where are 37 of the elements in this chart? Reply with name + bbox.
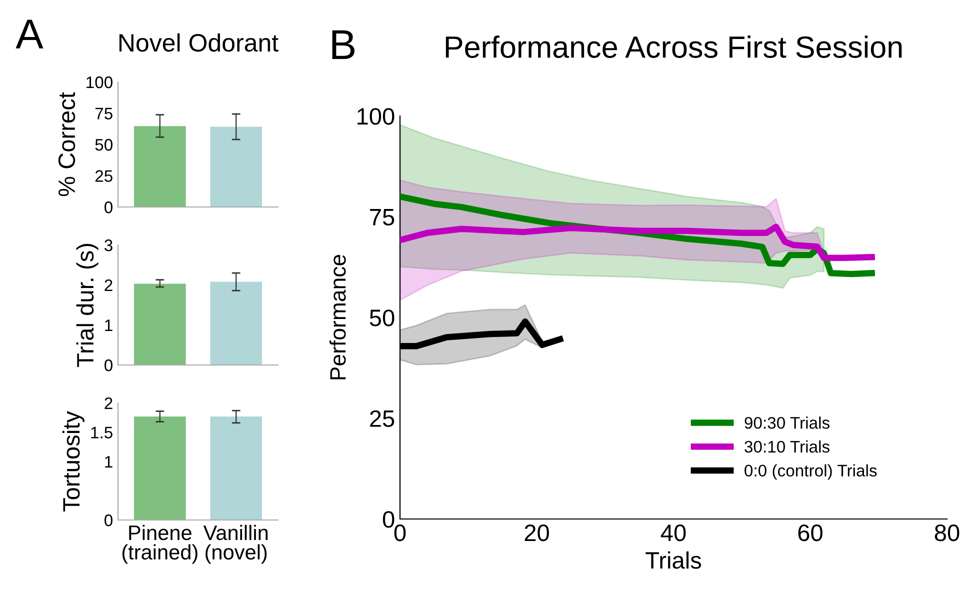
text: B — [332, 30, 354, 59]
x-axis-title: Trials — [646, 551, 702, 569]
y-tick-label: 1 — [105, 320, 112, 332]
text: A — [16, 20, 44, 48]
x-tick-label: Vanillin (novel) — [203, 524, 268, 564]
y-axis-title: Performance — [330, 254, 346, 380]
x-tick-label: 0 — [394, 524, 406, 542]
y-tick-label: 25 — [370, 410, 394, 428]
y-tick-label: 0 — [382, 511, 394, 528]
y-tick-label: 75 — [95, 108, 112, 120]
y-tick-label: 75 — [370, 209, 394, 226]
chart-title: Novel Odorant — [119, 33, 278, 52]
x-tick-label: 20 — [524, 524, 549, 542]
y-tick-label: 100 — [86, 76, 112, 88]
y-axis-title: Tortuosity — [62, 411, 84, 512]
legend-label: 30:10 Trials — [744, 440, 830, 453]
y-tick-label: 3 — [104, 239, 112, 252]
chart-title: Performance Across First Session — [446, 36, 902, 58]
y-tick-label: 25 — [95, 170, 112, 182]
y-tick-label: 0 — [104, 359, 112, 372]
y-axis-title: Trial dur. (s) — [76, 244, 98, 367]
y-tick-label: 100 — [358, 108, 394, 125]
x-tick-label: 40 — [660, 524, 686, 542]
legend-label: 0:0 (control) Trials — [744, 464, 877, 480]
y-tick-label: 2 — [104, 279, 112, 292]
x-tick-label: 80 — [934, 524, 960, 542]
y-tick-label: 50 — [370, 310, 394, 326]
legend-label: 90:30 Trials — [744, 416, 830, 429]
y-tick-label: 2 — [104, 397, 112, 410]
x-tick-label: Pinene (trained) — [122, 524, 198, 564]
y-tick-label: 0 — [104, 514, 112, 526]
y-tick-label: 50 — [95, 138, 112, 151]
y-tick-label: 0 — [104, 201, 112, 214]
y-tick-label: 1 — [105, 456, 112, 468]
x-tick-label: 60 — [798, 524, 822, 542]
y-tick-label: 1.5 — [91, 426, 112, 438]
y-axis-title: % Correct — [58, 92, 76, 196]
